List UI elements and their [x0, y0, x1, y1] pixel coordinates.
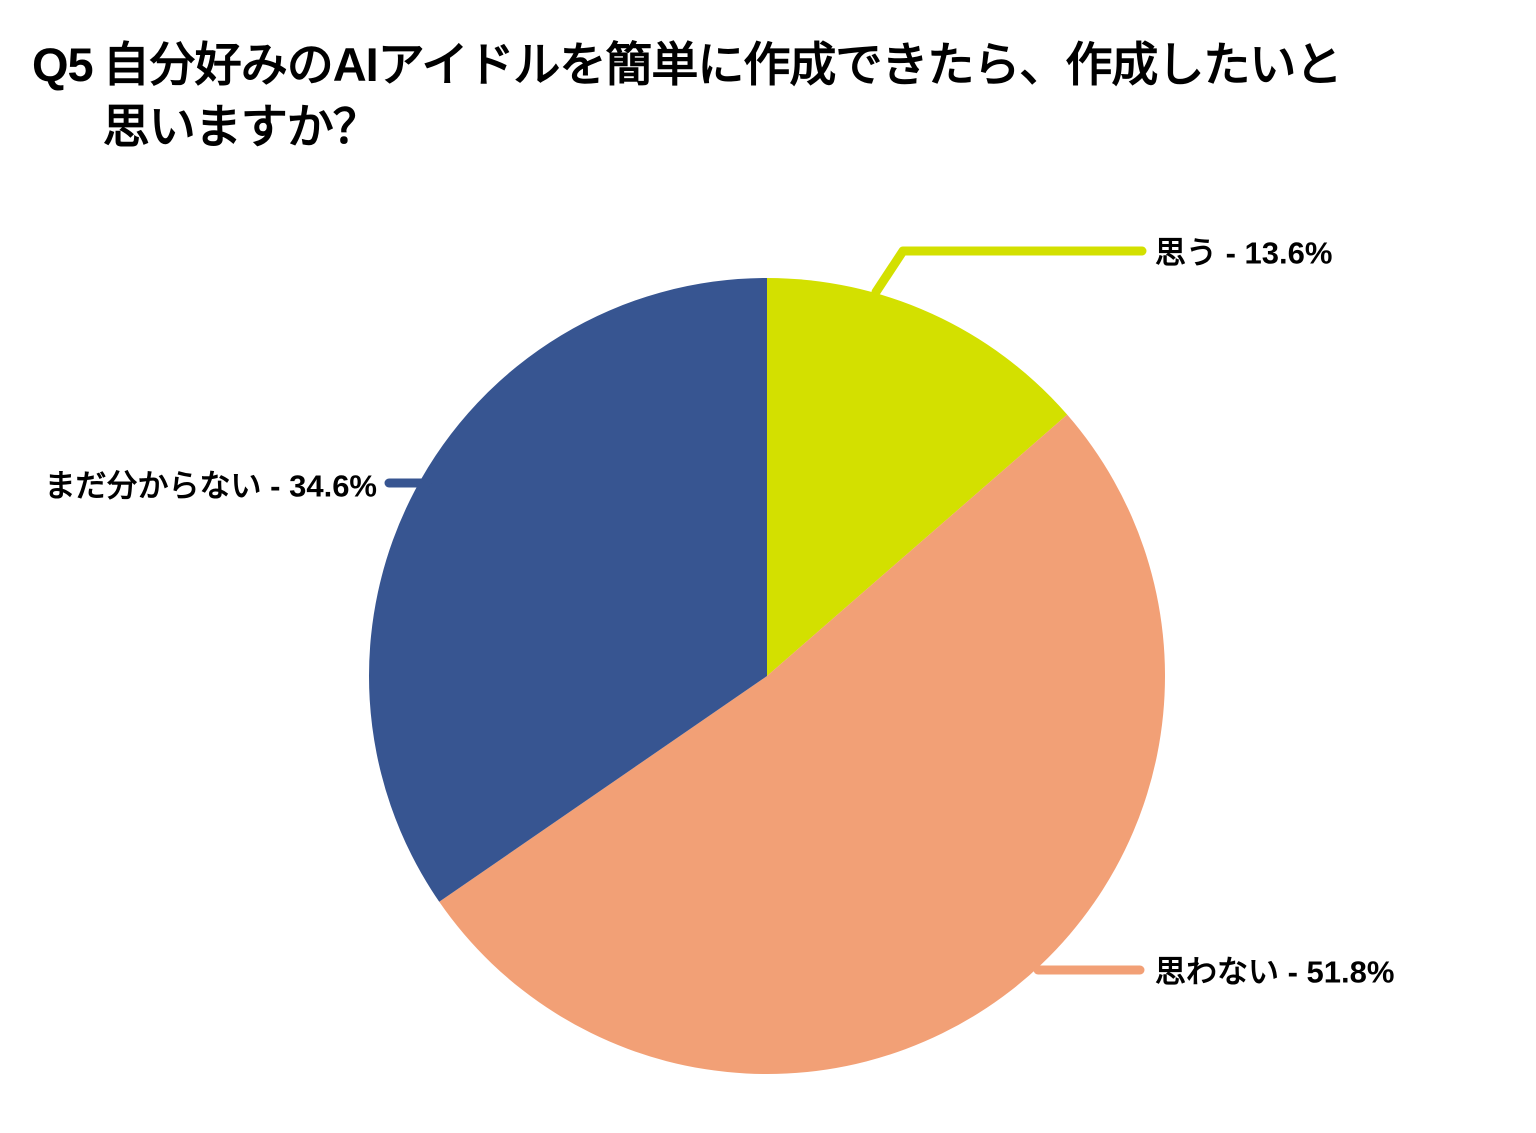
question-number: Q5	[32, 38, 94, 91]
chart-title: Q5 自分好みのAIアイドルを簡単に作成できたら、作成したいと 思いますか？	[32, 34, 1343, 158]
title-line1: 自分好みのAIアイドルを簡単に作成できたら、作成したいと	[102, 38, 1343, 91]
slice-label-omowanai: 思わない - 51.8%	[1155, 954, 1395, 990]
slice-label-omou: 思う - 13.6%	[1155, 235, 1333, 271]
pie-slice-1	[767, 278, 1068, 676]
slice-label-mada-wakaranai: まだ分からない - 34.6%	[44, 468, 377, 504]
question-text: 自分好みのAIアイドルを簡単に作成できたら、作成したいと 思いますか？	[102, 34, 1343, 158]
pie-slice-3	[368, 278, 767, 902]
pie-slice-2	[439, 414, 1166, 1075]
title-line2: 思いますか？	[102, 100, 380, 153]
leader-line-1	[871, 246, 1147, 297]
